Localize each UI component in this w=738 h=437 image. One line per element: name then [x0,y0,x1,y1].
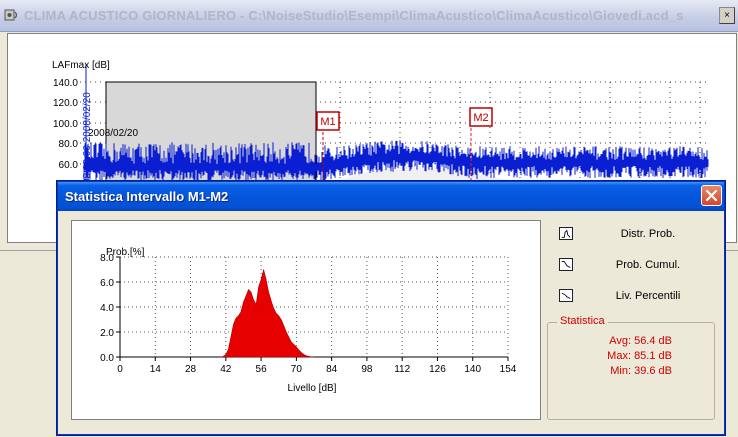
dist-x-tick-label: 70 [291,364,303,375]
cumulative-icon [559,258,573,271]
statistics-group: Statistica Avg: 56.4 dB Max: 85.1 dB Min… [547,315,715,420]
dialog-close-button[interactable] [701,185,722,206]
main-close-button[interactable]: × [719,7,735,24]
dist-x-tick-label: 84 [326,364,338,375]
dist-x-tick-label: 0 [117,364,123,375]
marker-m2-label: M2 [473,112,488,124]
dist-y-axis-label: Prob.[%] [106,247,145,258]
bg-y-axis-label: LAFmax [dB] [52,60,110,71]
bg-y-tick-label: 100.0 [53,119,78,130]
marker-m1[interactable] [316,111,340,131]
dist-x-tick-label: 42 [220,364,232,375]
distr-prob-button[interactable]: Distr. Prob. [558,224,718,246]
dialog-title: Statistica Intervallo M1-M2 [65,189,229,204]
distribution-svg: Prob.[%] 0.0 2.0 4.0 6.0 8.0 0 14 28 42 56 70 84 98… [100,247,517,394]
liv-percentili-button[interactable]: Liv. Percentili [558,286,718,308]
statistics-dialog: Statistica Intervallo M1-M2 Prob.[%] 0.0… [57,181,725,435]
app-icon [4,9,18,21]
dist-x-tick-label: 14 [150,364,162,375]
dist-x-tick-label: 140 [464,364,481,375]
dist-x-tick-labels: 0 14 28 42 56 70 84 98 112 126 140 154 [117,364,517,375]
bg-y-tick-label: 120.0 [53,98,78,109]
distribution-icon [559,227,573,240]
prob-cumul-label: Prob. Cumul. [615,259,681,271]
dist-y-tick-label: 2.0 [100,328,114,339]
stat-avg: Avg: 56.4 dB [609,335,672,347]
bg-date-label: 2008/02/20 [88,128,138,139]
distr-prob-label: Distr. Prob. [620,228,676,240]
marker-m1-label: M1 [320,116,335,128]
dist-y-tick-label: 0.0 [100,353,114,364]
dist-x-tick-label: 126 [429,364,446,375]
dist-x-tick-label: 28 [185,364,197,375]
dialog-title-bar[interactable]: Statistica Intervallo M1-M2 [58,182,724,211]
close-icon [705,189,718,202]
distribution-plot: Prob.[%] 0.0 2.0 4.0 6.0 8.0 0 14 28 42 56 70 84 98… [71,220,541,420]
statistics-legend: Statistica [557,315,608,327]
dist-x-axis-label: Livello [dB] [288,383,337,394]
window-title: CLIMA ACUSTICO GIORNALIERO - C:\NoiseStu… [24,8,684,23]
bg-vertical-label: 08:00:00 2008/02/20 [82,92,93,184]
dist-y-tick-labels: 0.0 2.0 4.0 6.0 8.0 [100,253,114,364]
stat-min: Min: 39.6 dB [610,365,672,377]
dist-x-tick-label: 154 [500,364,517,375]
bg-y-tick-label: 80.0 [59,139,79,150]
dist-x-tick-label: 112 [394,364,410,375]
main-title-bar: CLIMA ACUSTICO GIORNALIERO - C:\NoiseStu… [0,0,738,32]
dist-grid [116,256,509,361]
bg-y-tick-label: 60.0 [59,160,79,171]
laf-signal-trace [83,140,709,182]
stat-max: Max: 85.1 dB [607,350,672,362]
quiet-band [328,165,528,184]
dist-y-tick-label: 6.0 [100,278,114,289]
percentile-icon [559,289,573,302]
prob-cumul-button[interactable]: Prob. Cumul. [558,255,718,277]
liv-percentili-label: Liv. Percentili [615,290,681,302]
distribution-area [219,269,315,358]
dist-x-tick-label: 56 [256,364,268,375]
dist-y-tick-label: 8.0 [100,253,114,264]
bg-y-tick-label: 140.0 [53,78,78,89]
dist-x-tick-label: 98 [361,364,373,375]
marker-m2[interactable] [469,107,493,127]
dist-y-tick-label: 4.0 [100,303,114,314]
